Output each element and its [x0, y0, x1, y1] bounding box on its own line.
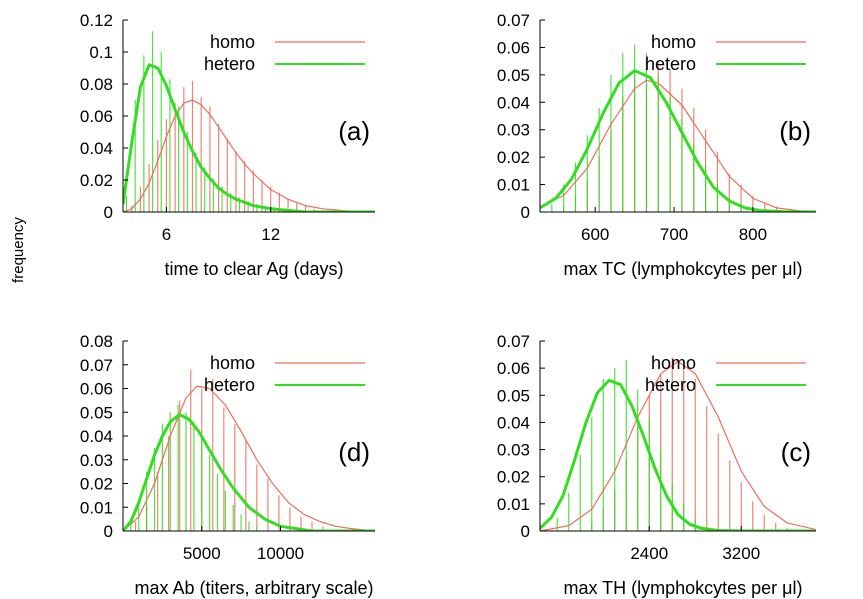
fit-line-homo [540, 79, 816, 212]
fit-line-hetero [123, 63, 375, 212]
y-tick-label: 0.03 [80, 451, 113, 470]
y-tick-label: 0.06 [80, 107, 113, 126]
histogram-homo [131, 80, 324, 212]
legend-label-hetero: hetero [645, 54, 696, 74]
y-tick-label: 0.01 [497, 495, 530, 514]
x-tick-label: 12 [261, 225, 280, 244]
legend-label-homo: homo [210, 353, 255, 373]
y-tick-label: 0.02 [80, 171, 113, 190]
legend-label-homo: homo [651, 32, 696, 52]
y-tick-label: 0.03 [497, 441, 530, 460]
fit-line-homo [540, 360, 816, 531]
y-tick-label: 0.07 [80, 356, 113, 375]
x-axis-label: time to clear Ag (days) [164, 259, 343, 279]
chart-panel-c: 0 0.01 0.02 0.03 0.04 0.05 0.06 0.07 2400 3200 max… [497, 332, 816, 598]
y-tick-label: 0.04 [497, 93, 530, 112]
chart-panel-d: 0 0.01 0.02 0.03 0.04 0.05 0.06 0.07 0.08 5000 100… [80, 332, 375, 598]
x-tick-label: 2400 [630, 544, 668, 563]
y-tick-label: 0.01 [80, 498, 113, 517]
legend-label-hetero: hetero [204, 54, 255, 74]
legend-label-homo: homo [210, 32, 255, 52]
y-tick-label: 0.06 [497, 38, 530, 57]
y-tick-label: 0.06 [80, 380, 113, 399]
fit-line-homo [123, 385, 375, 531]
y-tick-label: 0 [521, 203, 530, 222]
y-tick-label: 0.05 [80, 403, 113, 422]
y-tick-label: 0.02 [497, 148, 530, 167]
y-tick-label: 0.07 [497, 11, 530, 30]
legend-label-hetero: hetero [645, 375, 696, 395]
fit-line-homo [123, 99, 375, 212]
x-tick-label: 6 [162, 225, 171, 244]
legend-label-hetero: hetero [204, 375, 255, 395]
legend-label-homo: homo [651, 353, 696, 373]
y-tick-label: 0.06 [497, 359, 530, 378]
y-tick-label: 0 [104, 522, 113, 541]
y-tick-label: 0.02 [80, 475, 113, 494]
x-tick-label: 600 [581, 225, 609, 244]
y-tick-label: 0.1 [89, 43, 113, 62]
y-tick-label: 0.12 [80, 11, 113, 30]
chart-panel-b: 0 0.01 0.02 0.03 0.04 0.05 0.06 0.07 600 700 800 ma… [497, 11, 816, 279]
panel-label: (a) [338, 116, 370, 146]
y-tick-label: 0 [521, 522, 530, 541]
x-axis-label: max Ab (titers, arbitrary scale) [134, 578, 373, 598]
panel-label: (d) [338, 437, 370, 467]
fit-line-hetero [540, 378, 816, 531]
x-tick-label: 3200 [722, 544, 760, 563]
y-tick-label: 0 [104, 203, 113, 222]
y-tick-label: 0.05 [497, 386, 530, 405]
y-tick-label: 0.04 [497, 413, 530, 432]
x-tick-label: 700 [660, 225, 688, 244]
x-axis-label: max TC (lymphokcytes per μl) [563, 259, 802, 279]
shared-ylabel: frequency [10, 217, 27, 283]
y-tick-label: 0.05 [497, 66, 530, 85]
x-tick-label: 5000 [183, 544, 221, 563]
panel-label: (c) [781, 437, 811, 467]
y-tick-label: 0.02 [497, 468, 530, 487]
y-tick-label: 0.08 [80, 75, 113, 94]
chart-panel-a: 0 0.02 0.04 0.06 0.08 0.1 0.12 6 12 time to clear… [80, 11, 375, 279]
fit-line-hetero [123, 413, 375, 531]
y-tick-label: 0.08 [80, 332, 113, 351]
y-tick-label: 0.04 [80, 427, 113, 446]
fit-line-hetero [540, 69, 816, 212]
y-tick-label: 0.03 [497, 121, 530, 140]
y-tick-label: 0.07 [497, 332, 530, 351]
x-tick-label: 10000 [257, 544, 304, 563]
panel-label: (b) [779, 116, 811, 146]
y-tick-label: 0.04 [80, 139, 113, 158]
x-tick-label: 800 [739, 225, 767, 244]
x-axis-label: max TH (lymphokcytes per μl) [563, 578, 802, 598]
y-tick-label: 0.01 [497, 176, 530, 195]
